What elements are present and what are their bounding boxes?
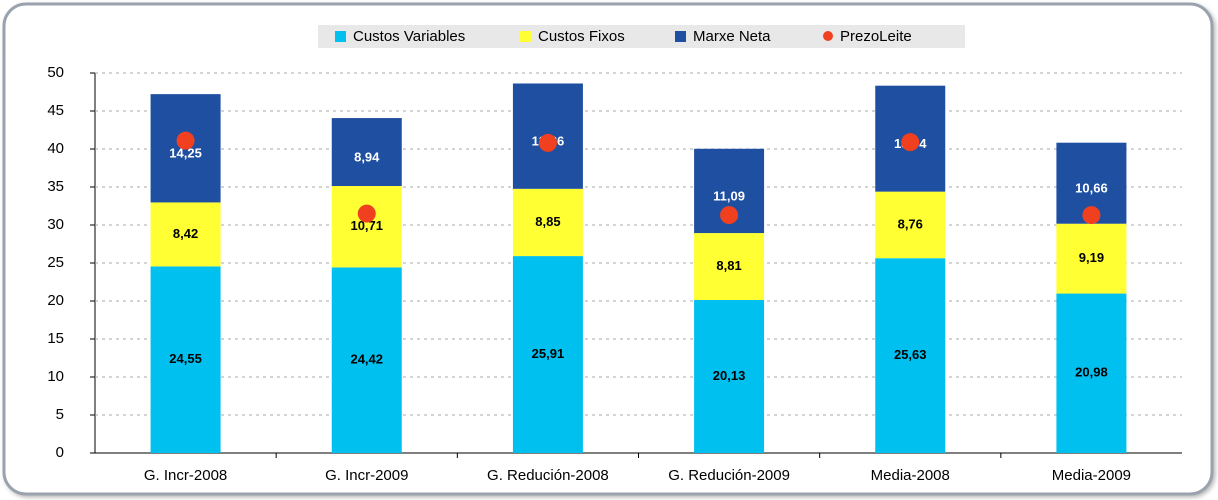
data-label: 20,98 (1075, 365, 1108, 380)
x-tick-label: G. Redución-2009 (668, 467, 790, 484)
price-dot (176, 131, 195, 150)
x-tick-label: G. Incr-2009 (325, 467, 408, 484)
data-label: 25,63 (894, 347, 927, 362)
legend-swatch (823, 31, 833, 41)
bar-segment (512, 256, 583, 453)
bar-segment (150, 266, 221, 453)
x-tick-label: G. Redución-2008 (487, 467, 609, 484)
bar-segment (875, 191, 946, 259)
bar-segment (694, 300, 765, 453)
bar-segment (1056, 293, 1127, 453)
price-dot (1082, 206, 1101, 225)
price-dot (901, 133, 920, 152)
data-label: 8,42 (173, 226, 198, 241)
y-tick-label: 10 (47, 368, 64, 385)
data-label: 10,66 (1075, 181, 1108, 196)
bar-segment (150, 202, 221, 267)
data-label: 8,76 (898, 216, 923, 231)
price-dot (538, 133, 557, 152)
legend-swatch (520, 31, 531, 42)
data-label: 8,94 (354, 149, 380, 164)
legend-swatch (675, 31, 686, 42)
legend-label: PrezoLeite (840, 28, 912, 45)
data-label: 10,71 (350, 218, 383, 233)
bar-segment (875, 258, 946, 453)
y-tick-label: 50 (47, 64, 64, 81)
data-label: 9,19 (1079, 250, 1104, 265)
y-tick-label: 15 (47, 330, 64, 347)
y-tick-label: 35 (47, 178, 64, 195)
bar-segment (694, 233, 765, 301)
price-dot (357, 204, 376, 223)
y-tick-label: 40 (47, 140, 64, 157)
legend-swatch (335, 31, 346, 42)
y-tick-label: 5 (56, 406, 64, 423)
data-label: 14,25 (169, 146, 202, 161)
data-label: 24,42 (350, 352, 383, 367)
y-tick-label: 25 (47, 254, 64, 271)
data-label: 8,85 (535, 214, 560, 229)
bar-segment (331, 267, 402, 453)
legend-label: Custos Fixos (538, 28, 625, 45)
data-label: 8,81 (716, 258, 741, 273)
legend-label: Marxe Neta (693, 28, 771, 45)
x-tick-label: G. Incr-2008 (144, 467, 227, 484)
data-label: 25,91 (532, 346, 565, 361)
legend-box (318, 25, 965, 48)
data-label: 24,55 (169, 351, 202, 366)
bar-segment (512, 188, 583, 257)
y-tick-label: 45 (47, 102, 64, 119)
y-tick-label: 0 (56, 444, 64, 461)
data-label: 11,09 (713, 188, 745, 203)
data-label: 20,13 (713, 368, 746, 383)
bar-segment (331, 186, 402, 268)
x-tick-label: Media-2009 (1052, 467, 1131, 484)
legend-label: Custos Variables (353, 28, 465, 45)
y-tick-label: 20 (47, 292, 64, 309)
bar-segment (331, 118, 402, 187)
x-tick-label: Media-2008 (871, 467, 950, 484)
y-tick-label: 30 (47, 216, 64, 233)
price-dot (720, 206, 739, 225)
bar-segment (1056, 223, 1127, 294)
